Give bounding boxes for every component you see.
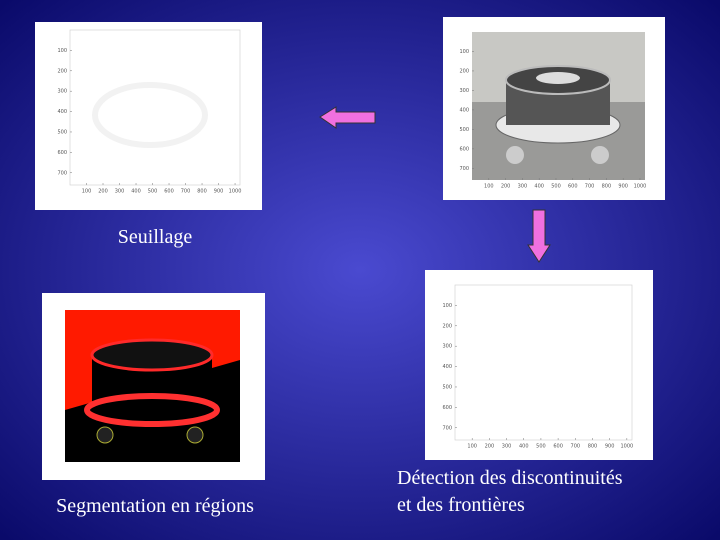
y-tick-label: 200 — [57, 68, 67, 74]
y-tick-label: 400 — [459, 107, 469, 113]
x-tick-label: 200 — [485, 444, 495, 450]
x-tick-label: 300 — [518, 184, 528, 190]
y-tick-label: 400 — [57, 109, 67, 115]
y-tick-label: 300 — [442, 344, 452, 350]
x-tick-label: 700 — [181, 189, 191, 195]
caption: Seuillage — [118, 226, 193, 248]
x-tick-label: 400 — [534, 184, 544, 190]
x-tick-label: 600 — [164, 189, 174, 195]
x-tick-label: 300 — [115, 189, 125, 195]
x-tick-label: 800 — [197, 189, 207, 195]
arrow-down — [527, 209, 551, 263]
y-tick-label: 500 — [57, 129, 67, 135]
y-tick-label: 300 — [57, 89, 67, 95]
y-tick-label: 600 — [459, 146, 469, 152]
segment-wheel — [96, 426, 114, 444]
robot-opening — [536, 72, 580, 84]
x-tick-label: 1000 — [634, 184, 647, 190]
caption: Segmentation en régions — [56, 495, 254, 517]
y-tick-label: 100 — [57, 48, 67, 54]
y-tick-label: 600 — [57, 150, 67, 156]
y-tick-label: 200 — [442, 323, 452, 329]
x-tick-label: 1000 — [620, 444, 633, 450]
x-tick-label: 100 — [484, 184, 494, 190]
x-tick-label: 500 — [536, 444, 546, 450]
y-tick-label: 500 — [442, 384, 452, 390]
x-tick-label: 900 — [605, 444, 615, 450]
x-tick-label: 1000 — [229, 189, 242, 195]
x-tick-label: 200 — [501, 184, 511, 190]
y-tick-label: 700 — [442, 425, 452, 431]
caption: et des frontières — [397, 494, 525, 516]
caption: Détection des discontinuités — [397, 467, 623, 489]
x-tick-label: 400 — [131, 189, 141, 195]
x-tick-label: 900 — [214, 189, 224, 195]
segment-ring — [84, 393, 220, 427]
x-tick-label: 800 — [588, 444, 598, 450]
y-tick-label: 600 — [442, 405, 452, 411]
x-tick-label: 100 — [82, 189, 92, 195]
y-tick-label: 300 — [459, 88, 469, 94]
wheel — [506, 146, 524, 164]
y-tick-label: 100 — [459, 49, 469, 55]
x-tick-label: 300 — [502, 444, 512, 450]
arrow-left — [319, 106, 376, 129]
wheel — [591, 146, 609, 164]
segment-top — [90, 338, 214, 372]
x-tick-label: 600 — [568, 184, 578, 190]
x-tick-label: 800 — [602, 184, 612, 190]
x-tick-label: 700 — [585, 184, 595, 190]
y-tick-label: 700 — [57, 170, 67, 176]
plot-frame — [454, 284, 633, 441]
x-tick-label: 500 — [551, 184, 561, 190]
x-tick-label: 200 — [98, 189, 108, 195]
x-tick-label: 400 — [519, 444, 529, 450]
y-tick-label: 200 — [459, 68, 469, 74]
y-tick-label: 100 — [442, 303, 452, 309]
y-tick-label: 400 — [442, 364, 452, 370]
x-tick-label: 100 — [467, 444, 477, 450]
x-tick-label: 500 — [148, 189, 158, 195]
faint-shape — [92, 82, 208, 148]
y-tick-label: 700 — [459, 166, 469, 172]
x-tick-label: 600 — [553, 444, 563, 450]
y-tick-label: 500 — [459, 127, 469, 133]
segment-wheel — [186, 426, 204, 444]
x-tick-label: 900 — [618, 184, 628, 190]
x-tick-label: 700 — [571, 444, 581, 450]
